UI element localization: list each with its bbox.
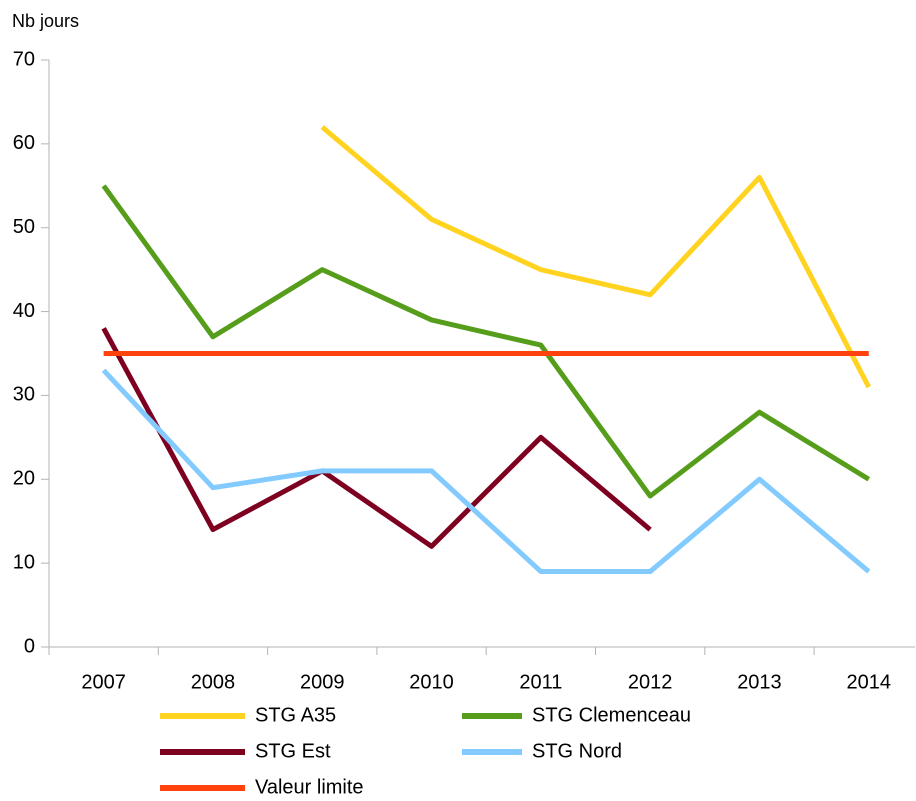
y-tick-label: 60	[13, 132, 35, 154]
x-tick-label: 2012	[628, 671, 673, 693]
y-tick-label: 50	[13, 216, 35, 238]
series-line	[101, 368, 871, 575]
y-tick-label: 10	[13, 551, 35, 573]
series-line	[101, 327, 652, 549]
series-line	[101, 184, 871, 499]
x-tick-label: 2007	[81, 671, 126, 693]
x-tick-label: 2009	[300, 671, 345, 693]
legend-label: STG Clemenceau	[532, 704, 691, 726]
y-tick-label: 0	[24, 635, 35, 657]
series-line	[320, 125, 871, 389]
y-tick-label: 20	[13, 468, 35, 490]
x-tick-label: 2011	[519, 671, 562, 693]
x-tick-label: 2014	[847, 671, 892, 693]
x-tick-label: 2008	[191, 671, 236, 693]
legend-label: STG A35	[255, 704, 336, 726]
y-tick-label: 30	[13, 384, 35, 406]
y-tick-label: 70	[13, 48, 35, 70]
x-tick-label: 2010	[409, 671, 454, 693]
y-tick-label: 40	[13, 300, 35, 322]
legend-label: Valeur limite	[255, 776, 364, 798]
legend-label: STG Nord	[532, 740, 622, 762]
x-tick-label: 2013	[737, 671, 782, 693]
y-axis-label: Nb jours	[12, 11, 79, 31]
legend-label: STG Est	[255, 740, 331, 762]
